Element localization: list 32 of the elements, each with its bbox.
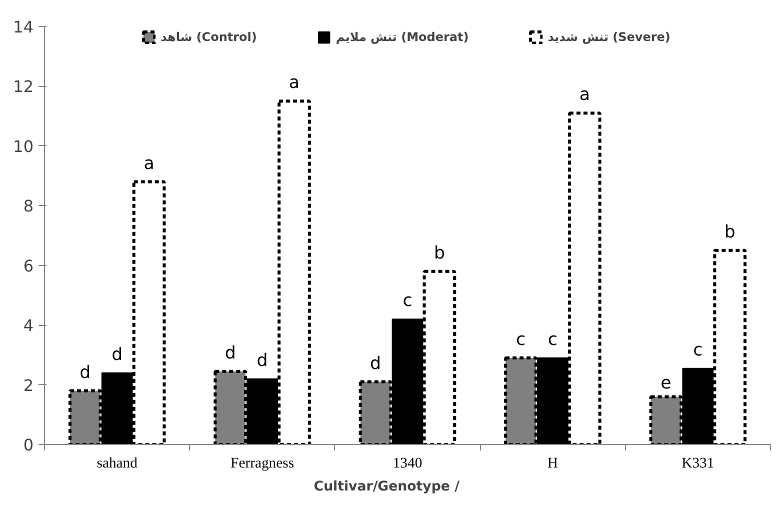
annotation: e bbox=[660, 374, 672, 394]
y-tick-label: 4 bbox=[23, 316, 34, 336]
annotation: c bbox=[693, 340, 703, 360]
x-tick-label: sahand bbox=[96, 456, 138, 472]
annotation: c bbox=[516, 330, 526, 350]
legend-label: شاهد (Control) bbox=[160, 30, 257, 44]
x-tick-label: H bbox=[547, 456, 558, 472]
y-tick-label: 0 bbox=[23, 436, 34, 454]
legend-label: تنش ملایم (Moderat) bbox=[336, 30, 469, 44]
x-axis-title: Cultivar/Genotype / bbox=[314, 480, 460, 494]
y-tick-label: 10 bbox=[13, 136, 34, 156]
y-tick-label: 8 bbox=[23, 196, 34, 216]
annotation: a bbox=[144, 154, 154, 174]
annotation: c bbox=[548, 330, 558, 350]
legend-label: تنش شدید (Severe) bbox=[548, 30, 670, 44]
y-tick-label: 2 bbox=[23, 376, 34, 395]
y-tick-label: 14 bbox=[13, 18, 34, 36]
annotation: d bbox=[80, 362, 91, 383]
x-tick-label: K331 bbox=[682, 456, 714, 472]
annotation: b bbox=[724, 222, 736, 242]
y-tick-label: 12 bbox=[13, 77, 34, 96]
annotation: d bbox=[224, 343, 236, 364]
annotation: a bbox=[579, 85, 590, 106]
x-tick-label: Ferragness bbox=[230, 456, 294, 472]
y-tick-label: 6 bbox=[23, 256, 34, 276]
x-tick-label: 1340 bbox=[392, 456, 422, 472]
annotation: d bbox=[370, 354, 382, 374]
annotation: b bbox=[434, 243, 445, 264]
annotation: c bbox=[402, 291, 412, 312]
annotation: a bbox=[288, 73, 300, 94]
annotation: d bbox=[256, 350, 268, 371]
annotation: d bbox=[112, 344, 123, 365]
